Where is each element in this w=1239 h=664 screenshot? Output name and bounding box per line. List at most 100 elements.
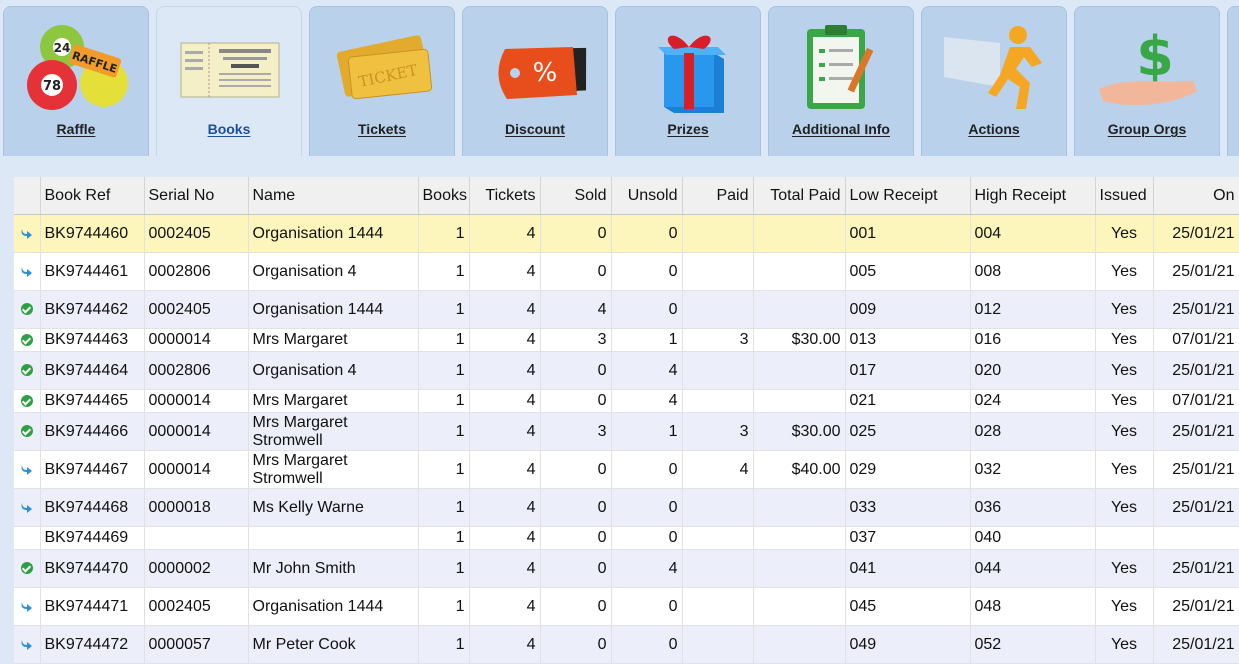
low-receipt-cell[interactable]: 009: [845, 290, 971, 329]
issued-cell[interactable]: Yes: [1095, 290, 1154, 329]
book-ref-cell[interactable]: BK9744471: [40, 587, 145, 626]
book-ref-cell[interactable]: BK9744463: [40, 328, 145, 352]
high-receipt-cell[interactable]: 036: [970, 488, 1096, 527]
unsold-cell[interactable]: 4: [611, 351, 683, 390]
paid-cell[interactable]: 3: [682, 412, 754, 451]
name-cell[interactable]: [248, 526, 419, 550]
sold-cell[interactable]: 0: [540, 625, 612, 664]
high-receipt-cell[interactable]: 044: [970, 549, 1096, 588]
book-ref-cell[interactable]: BK9744465: [40, 389, 145, 413]
table-row[interactable]: BK9744468 0000018 Ms Kelly Warne 1 4 0 0 033 036…: [14, 488, 1239, 527]
status-cell[interactable]: [14, 526, 41, 550]
paid-cell[interactable]: 4: [682, 450, 754, 489]
high-receipt-cell[interactable]: 032: [970, 450, 1096, 489]
col-header-books[interactable]: Books: [418, 177, 470, 215]
tickets-cell[interactable]: 4: [469, 351, 541, 390]
total-paid-cell[interactable]: [753, 587, 846, 626]
low-receipt-cell[interactable]: 021: [845, 389, 971, 413]
serial-no-cell[interactable]: 0000014: [144, 412, 249, 451]
col-header-serial-no[interactable]: Serial No: [144, 177, 249, 215]
col-header-issued[interactable]: Issued: [1095, 177, 1154, 215]
issued-cell[interactable]: Yes: [1095, 252, 1154, 291]
tab-overflow[interactable]: [1227, 6, 1239, 156]
book-ref-cell[interactable]: BK9744464: [40, 351, 145, 390]
unsold-cell[interactable]: 0: [611, 526, 683, 550]
total-paid-cell[interactable]: [753, 526, 846, 550]
unsold-cell[interactable]: 1: [611, 412, 683, 451]
col-header-tickets[interactable]: Tickets: [469, 177, 541, 215]
status-cell[interactable]: [14, 625, 41, 664]
low-receipt-cell[interactable]: 001: [845, 214, 971, 253]
sold-cell[interactable]: 0: [540, 488, 612, 527]
table-row[interactable]: BK9744470 0000002 Mr John Smith 1 4 0 4 041 044 Y…: [14, 549, 1239, 588]
book-ref-cell[interactable]: BK9744462: [40, 290, 145, 329]
tab-raffle[interactable]: 24 78 RAFFLE Raffle: [3, 6, 149, 156]
on-cell[interactable]: 25/01/21: [1153, 290, 1239, 329]
paid-cell[interactable]: [682, 214, 754, 253]
unsold-cell[interactable]: 0: [611, 252, 683, 291]
serial-no-cell[interactable]: 0000002: [144, 549, 249, 588]
unsold-cell[interactable]: 0: [611, 488, 683, 527]
books-cell[interactable]: 1: [418, 488, 470, 527]
on-cell[interactable]: 07/01/21: [1153, 328, 1239, 352]
tab-group-orgs[interactable]: $ Group Orgs: [1074, 6, 1220, 156]
on-cell[interactable]: 25/01/21: [1153, 450, 1239, 489]
on-cell[interactable]: 25/01/21: [1153, 351, 1239, 390]
issued-cell[interactable]: Yes: [1095, 625, 1154, 664]
book-ref-cell[interactable]: BK9744469: [40, 526, 145, 550]
paid-cell[interactable]: [682, 290, 754, 329]
on-cell[interactable]: 25/01/21: [1153, 488, 1239, 527]
books-cell[interactable]: 1: [418, 587, 470, 626]
book-ref-cell[interactable]: BK9744467: [40, 450, 145, 489]
status-header[interactable]: [14, 177, 41, 215]
on-cell[interactable]: [1153, 526, 1239, 550]
issued-cell[interactable]: Yes: [1095, 549, 1154, 588]
name-cell[interactable]: Mrs Margaret: [248, 328, 419, 352]
paid-cell[interactable]: [682, 526, 754, 550]
status-cell[interactable]: [14, 290, 41, 329]
status-cell[interactable]: [14, 252, 41, 291]
on-cell[interactable]: 25/01/21: [1153, 625, 1239, 664]
tickets-cell[interactable]: 4: [469, 290, 541, 329]
low-receipt-cell[interactable]: 017: [845, 351, 971, 390]
high-receipt-cell[interactable]: 048: [970, 587, 1096, 626]
serial-no-cell[interactable]: 0002806: [144, 252, 249, 291]
unsold-cell[interactable]: 0: [611, 214, 683, 253]
tickets-cell[interactable]: 4: [469, 450, 541, 489]
status-cell[interactable]: [14, 587, 41, 626]
low-receipt-cell[interactable]: 041: [845, 549, 971, 588]
unsold-cell[interactable]: 4: [611, 389, 683, 413]
high-receipt-cell[interactable]: 012: [970, 290, 1096, 329]
sold-cell[interactable]: 0: [540, 549, 612, 588]
tickets-cell[interactable]: 4: [469, 488, 541, 527]
paid-cell[interactable]: [682, 587, 754, 626]
status-cell[interactable]: [14, 328, 41, 352]
total-paid-cell[interactable]: [753, 252, 846, 291]
book-ref-cell[interactable]: BK9744461: [40, 252, 145, 291]
name-cell[interactable]: Organisation 1444: [248, 587, 419, 626]
high-receipt-cell[interactable]: 020: [970, 351, 1096, 390]
status-cell[interactable]: [14, 488, 41, 527]
col-header-name[interactable]: Name: [248, 177, 419, 215]
sold-cell[interactable]: 0: [540, 587, 612, 626]
sold-cell[interactable]: 3: [540, 412, 612, 451]
high-receipt-cell[interactable]: 008: [970, 252, 1096, 291]
books-cell[interactable]: 1: [418, 526, 470, 550]
low-receipt-cell[interactable]: 013: [845, 328, 971, 352]
tab-additional-info[interactable]: Additional Info: [768, 6, 914, 156]
unsold-cell[interactable]: 0: [611, 625, 683, 664]
tab-books[interactable]: Books: [156, 6, 302, 156]
col-header-low-receipt[interactable]: Low Receipt: [845, 177, 971, 215]
status-cell[interactable]: [14, 450, 41, 489]
issued-cell[interactable]: [1095, 526, 1154, 550]
on-cell[interactable]: 25/01/21: [1153, 214, 1239, 253]
on-cell[interactable]: 25/01/21: [1153, 549, 1239, 588]
serial-no-cell[interactable]: 0000018: [144, 488, 249, 527]
paid-cell[interactable]: [682, 252, 754, 291]
name-cell[interactable]: Mrs Margaret Stromwell: [248, 412, 419, 451]
total-paid-cell[interactable]: [753, 290, 846, 329]
name-cell[interactable]: Mr John Smith: [248, 549, 419, 588]
serial-no-cell[interactable]: 0002405: [144, 587, 249, 626]
low-receipt-cell[interactable]: 045: [845, 587, 971, 626]
tickets-cell[interactable]: 4: [469, 252, 541, 291]
